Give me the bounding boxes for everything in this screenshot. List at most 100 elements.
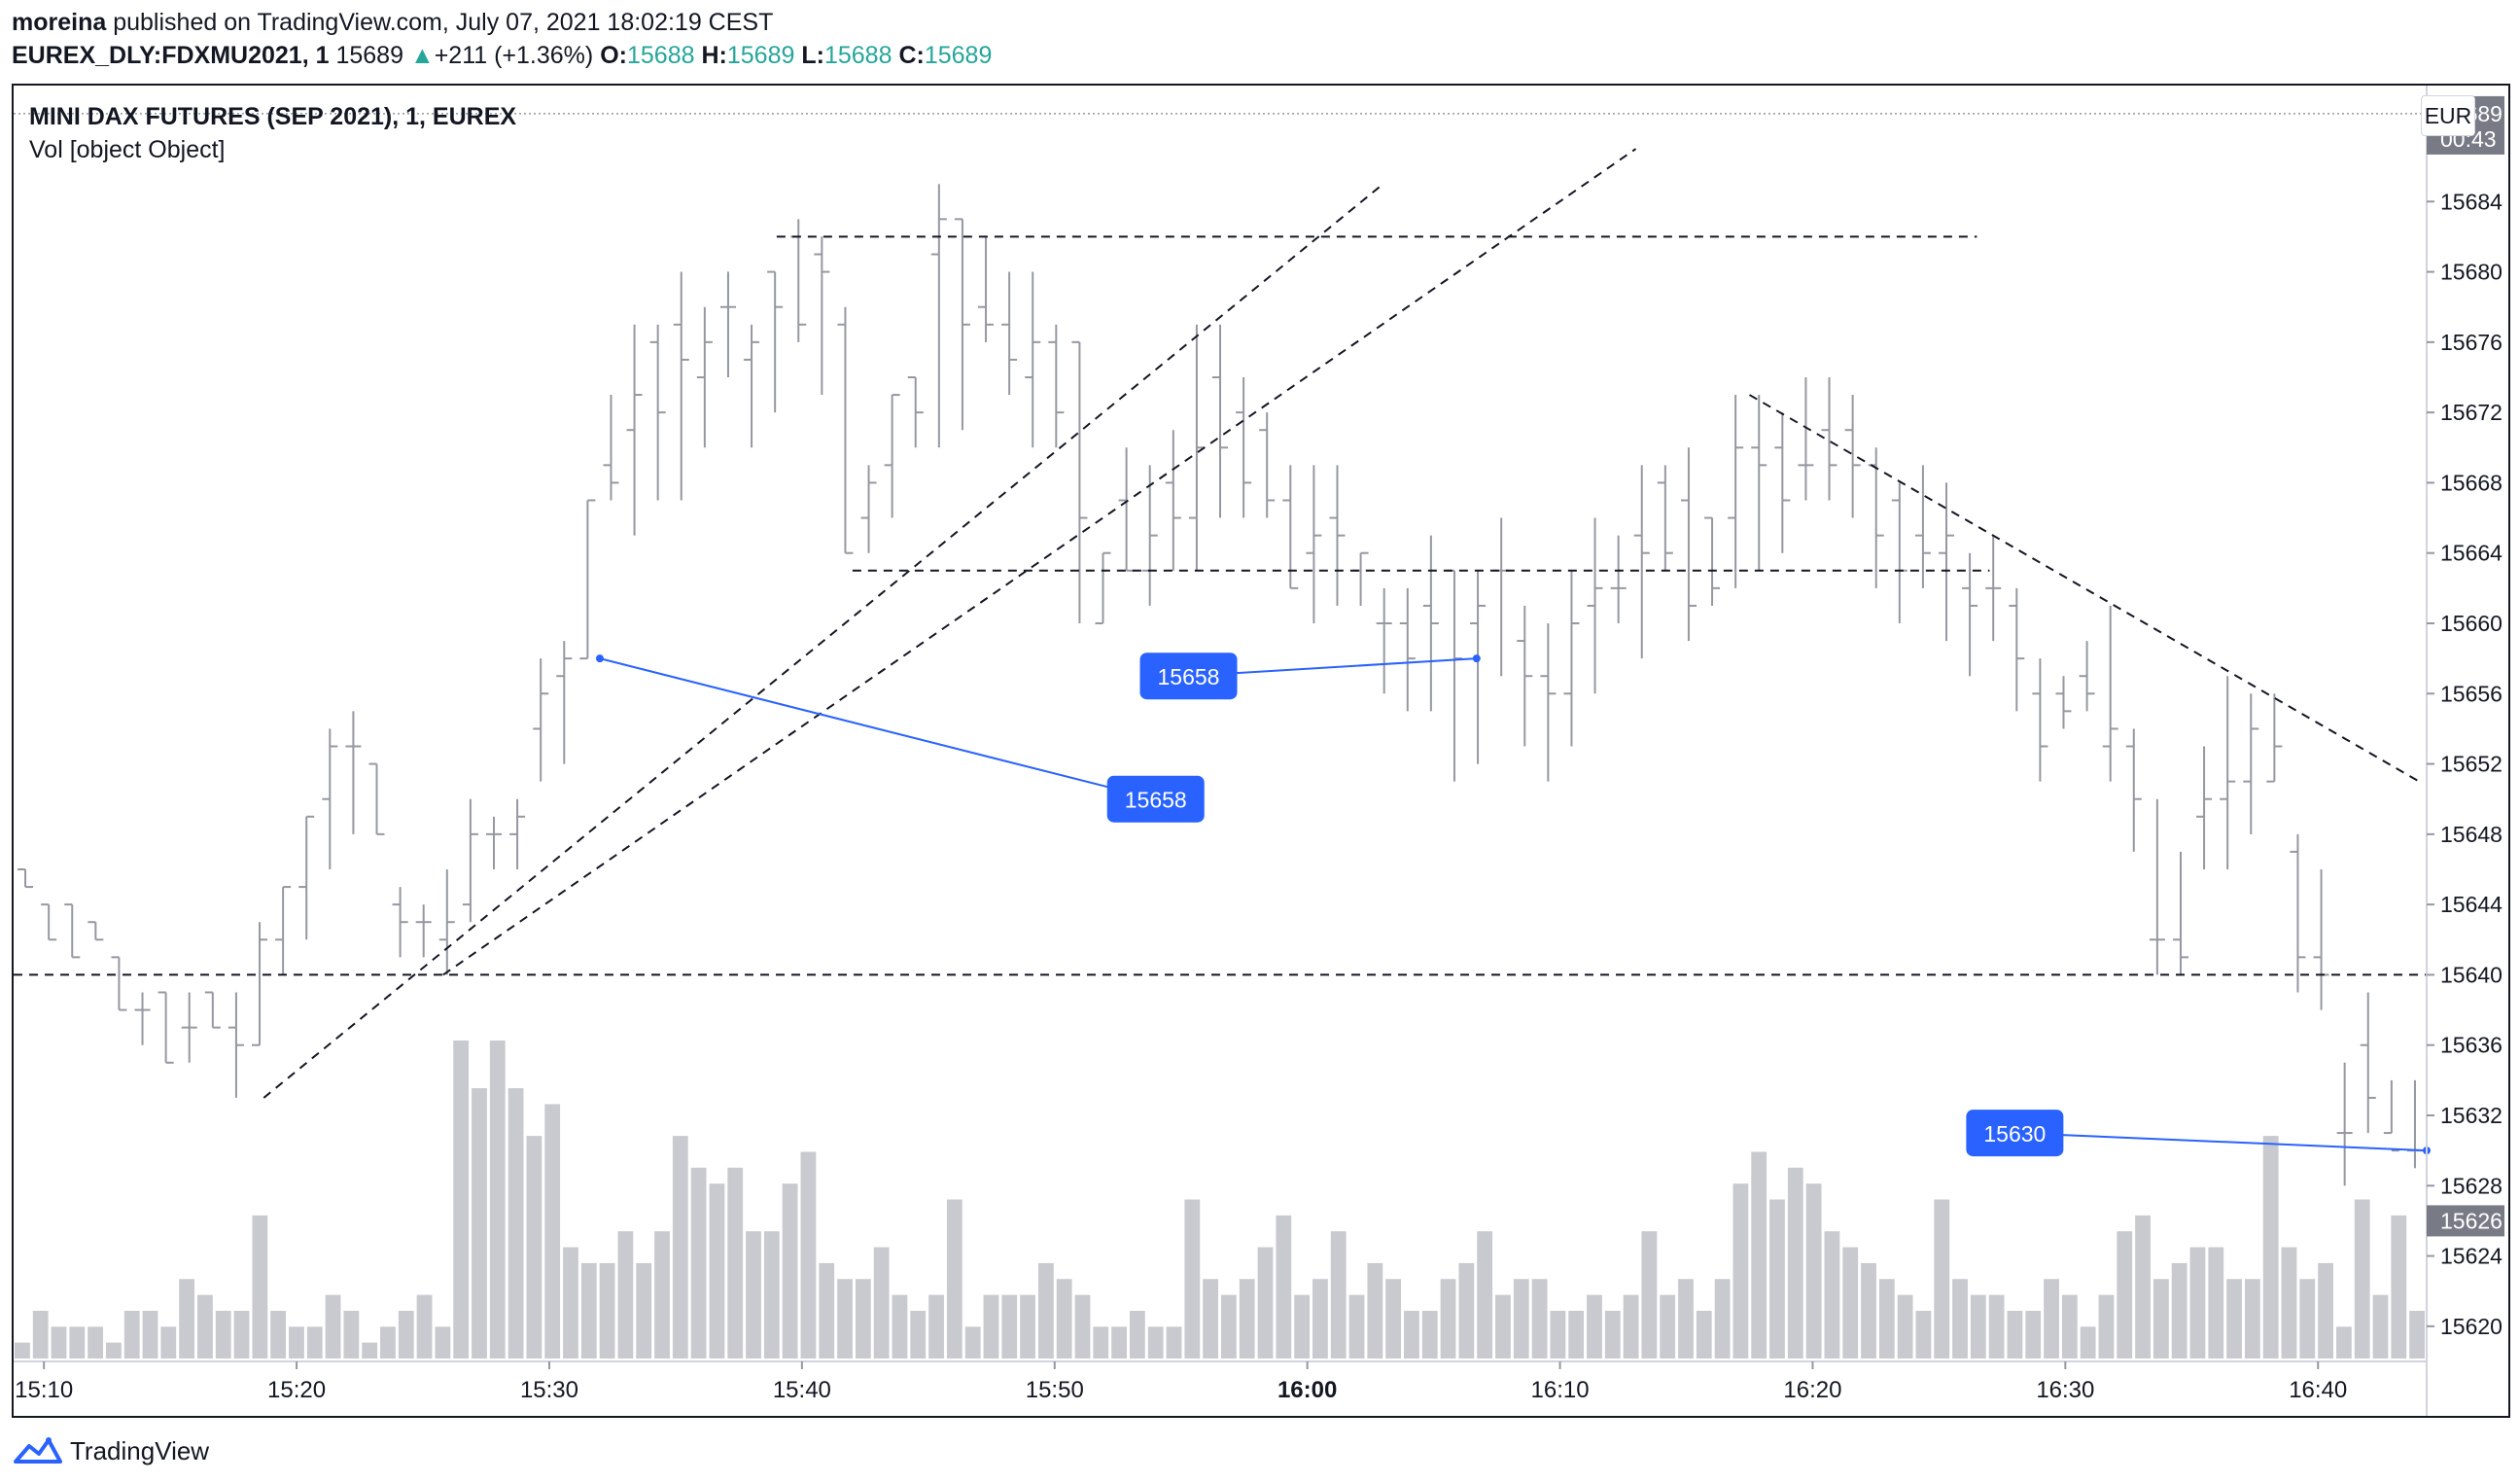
volume-bar bbox=[1696, 1310, 1712, 1358]
volume-bar bbox=[580, 1262, 597, 1358]
volume-bar bbox=[892, 1294, 908, 1358]
volume-bar bbox=[2080, 1326, 2096, 1358]
volume-bar bbox=[1568, 1310, 1585, 1358]
volume-bar bbox=[215, 1310, 231, 1358]
x-tick-label: 16:20 bbox=[1783, 1377, 1841, 1403]
volume-bar bbox=[855, 1279, 871, 1358]
volume-bar bbox=[1824, 1231, 1840, 1358]
y-tick-label: 15660 bbox=[2440, 611, 2502, 636]
volume-bar bbox=[654, 1231, 670, 1358]
high-value: 15689 bbox=[726, 42, 795, 69]
volume-bar bbox=[2152, 1279, 2169, 1358]
volume-bar bbox=[2262, 1136, 2279, 1358]
volume-bar bbox=[1330, 1231, 1347, 1358]
low-value: 15688 bbox=[823, 42, 892, 69]
volume-bar bbox=[709, 1183, 725, 1358]
triangle-up-icon: ▲ bbox=[409, 42, 435, 69]
volume-bar bbox=[32, 1310, 49, 1358]
volume-bar bbox=[2391, 1215, 2407, 1358]
volume-bar bbox=[544, 1104, 561, 1358]
volume-bar bbox=[233, 1310, 250, 1358]
volume-bar bbox=[727, 1167, 744, 1358]
volume-bar bbox=[2098, 1294, 2115, 1358]
volume-legend[interactable]: Vol [object Object] bbox=[29, 136, 226, 163]
volume-bar bbox=[1147, 1326, 1164, 1358]
open-value: 15688 bbox=[626, 42, 695, 69]
chart-title: MINI DAX FUTURES (SEP 2021), 1, EUREX bbox=[29, 103, 517, 130]
volume-bar bbox=[1111, 1326, 1127, 1358]
volume-bar bbox=[1495, 1294, 1511, 1358]
volume-bar bbox=[289, 1326, 304, 1358]
x-tick-label: 16:40 bbox=[2289, 1377, 2347, 1403]
volume-bar bbox=[1093, 1326, 1109, 1358]
volume-bar bbox=[489, 1041, 506, 1358]
volume-bar bbox=[1897, 1294, 1913, 1358]
volume-bar bbox=[1587, 1294, 1602, 1358]
volume-bar bbox=[1184, 1199, 1201, 1358]
volume-bar bbox=[1421, 1310, 1438, 1358]
volume-bar bbox=[800, 1151, 817, 1358]
y-tick-label: 15648 bbox=[2440, 822, 2502, 847]
volume-bar bbox=[672, 1136, 688, 1358]
volume-bar bbox=[362, 1342, 378, 1358]
price-label-15658-a-leader bbox=[599, 657, 1156, 800]
volume-bar bbox=[1805, 1183, 1822, 1358]
volume-bar bbox=[1970, 1294, 1986, 1358]
volume-bar bbox=[617, 1231, 634, 1358]
close-label: C: bbox=[898, 42, 925, 69]
volume-bar bbox=[1276, 1215, 1292, 1358]
volume-bar bbox=[142, 1310, 158, 1358]
price-label-15658-a: 15658 bbox=[1125, 788, 1187, 813]
volume-bar bbox=[179, 1279, 195, 1358]
volume-bar bbox=[123, 1310, 140, 1358]
volume-bar bbox=[2171, 1262, 2188, 1358]
volume-bar bbox=[1129, 1310, 1145, 1358]
currency-button[interactable]: EUR bbox=[2421, 95, 2475, 136]
x-tick-label: 15:40 bbox=[773, 1377, 831, 1403]
volume-bar bbox=[1678, 1279, 1694, 1358]
chart-frame bbox=[12, 84, 2510, 1418]
volume-bar bbox=[1348, 1294, 1365, 1358]
tradingview-brand[interactable]: TradingView bbox=[14, 1431, 209, 1470]
volume-bar bbox=[636, 1262, 652, 1358]
volume-bar bbox=[2044, 1279, 2059, 1358]
volume-bar bbox=[1732, 1183, 1749, 1358]
volume-bar bbox=[1020, 1294, 1035, 1358]
brand-name: TradingView bbox=[70, 1435, 210, 1465]
trend-line bbox=[262, 183, 1384, 1099]
volume-bar bbox=[1074, 1294, 1091, 1358]
y-tick-label: 15680 bbox=[2440, 260, 2502, 285]
y-tick-label: 15632 bbox=[2440, 1103, 2502, 1128]
author-name[interactable]: moreina bbox=[12, 9, 107, 36]
volume-bar bbox=[88, 1326, 104, 1358]
volume-bar bbox=[819, 1262, 835, 1358]
volume-bar bbox=[2117, 1231, 2133, 1358]
y-tick-label: 15672 bbox=[2440, 400, 2502, 425]
volume-bar bbox=[1623, 1294, 1639, 1358]
y-tick-label: 15640 bbox=[2440, 962, 2502, 987]
volume-bar bbox=[2025, 1310, 2042, 1358]
volume-bar bbox=[1751, 1151, 1768, 1358]
volume-bar bbox=[2372, 1294, 2389, 1358]
y-tick-label: 15676 bbox=[2440, 330, 2502, 355]
volume-bar bbox=[1513, 1279, 1529, 1358]
volume-bar bbox=[2281, 1247, 2297, 1358]
volume-bar bbox=[983, 1294, 999, 1358]
volume-bar bbox=[1604, 1310, 1621, 1358]
volume-bar bbox=[1056, 1279, 1072, 1358]
volume-bar bbox=[472, 1088, 487, 1358]
volume-bar bbox=[2061, 1294, 2078, 1358]
volume-bar bbox=[2244, 1279, 2260, 1358]
volume-bar bbox=[690, 1167, 707, 1358]
volume-bar bbox=[2135, 1215, 2151, 1358]
volume-bar bbox=[1203, 1279, 1218, 1358]
trend-line bbox=[442, 148, 1637, 976]
x-tick-label: 15:10 bbox=[15, 1377, 73, 1403]
volume-bar bbox=[270, 1310, 287, 1358]
volume-bar bbox=[2007, 1310, 2023, 1358]
volume-bar bbox=[1221, 1294, 1237, 1358]
x-tick-label: 16:00 bbox=[1278, 1377, 1337, 1403]
volume-bar bbox=[928, 1294, 944, 1358]
volume-bar bbox=[1312, 1279, 1328, 1358]
